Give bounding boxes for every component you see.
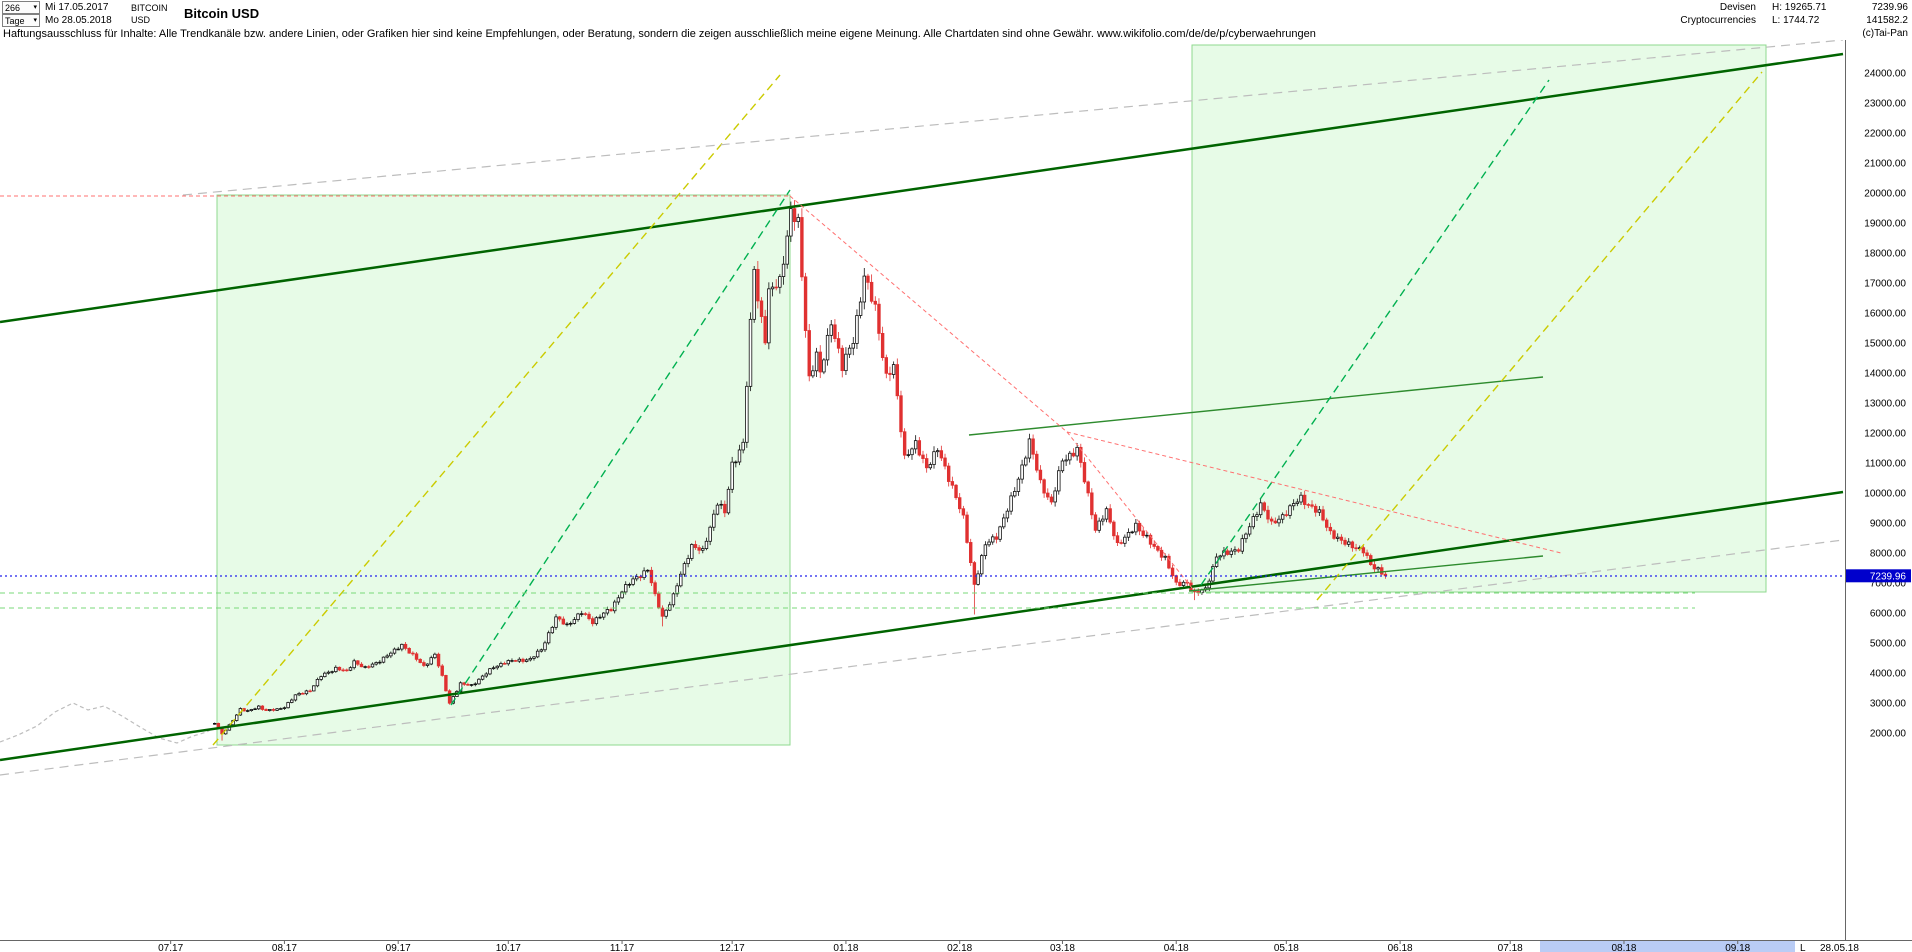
category-label: Devisen [1719, 2, 1756, 13]
current-price-badge [1846, 569, 1911, 583]
bars-count-dropdown[interactable]: 266 ▾ [2, 1, 40, 14]
last-price-value: 7239.96 [1871, 2, 1908, 13]
downtrend-from-peak [789, 195, 1068, 433]
gray-upper-trend [182, 40, 1844, 196]
last-bar-date: 28.05.18 [1820, 943, 1859, 952]
candles-layer [212, 200, 1388, 741]
y-axis-label: 19000.00 [1864, 219, 1906, 230]
y-axis-label: 22000.00 [1864, 129, 1906, 140]
y-axis-label: 16000.00 [1864, 309, 1906, 320]
timeframe-value: Tage [5, 15, 25, 26]
rally-projection-2018 [1200, 79, 1550, 586]
y-axis-label: 21000.00 [1864, 159, 1906, 170]
trend-lines [0, 40, 1844, 776]
last-bar-marker: L [1800, 943, 1806, 952]
y-axis-label: 4000.00 [1870, 669, 1907, 680]
y-axis-label: 10000.00 [1864, 489, 1906, 500]
chart-title: Bitcoin USD [184, 6, 260, 21]
x-axis-label: 07.17 [158, 943, 183, 952]
chevron-down-icon: ▾ [33, 17, 37, 24]
symbol-name: BITCOIN [131, 3, 168, 13]
y-axis-label: 13000.00 [1864, 399, 1906, 410]
x-axis-label: 09.17 [386, 943, 411, 952]
x-axis-highlight-band[interactable] [1540, 941, 1795, 952]
subcategory-label: Cryptocurrencies [1680, 15, 1756, 26]
x-axis-label: 12.17 [720, 943, 745, 952]
y-axis-label: 5000.00 [1870, 639, 1907, 650]
x-axis-label: 06.18 [1388, 943, 1413, 952]
y-axis-label: 24000.00 [1864, 69, 1906, 80]
copyright-label: (c)Tai-Pan [1862, 28, 1908, 39]
timeframe-dropdown[interactable]: Tage ▾ [2, 14, 40, 27]
yellow-projection-2018 [1316, 71, 1763, 601]
x-axis-label: 09.18 [1725, 943, 1750, 952]
period-low-value: L: 1744.72 [1772, 15, 1820, 26]
y-axis-label: 17000.00 [1864, 279, 1906, 290]
x-axis-label: 11.17 [610, 943, 635, 952]
symbol-currency: USD [131, 15, 151, 25]
y-axis-label: 9000.00 [1870, 519, 1907, 530]
y-axis-label: 11000.00 [1865, 459, 1906, 470]
current-price-badge-value: 7239.96 [1870, 571, 1907, 582]
y-axis-label: 3000.00 [1870, 699, 1907, 710]
y-axis-label: 12000.00 [1864, 429, 1906, 440]
disclaimer-text: Haftungsausschluss für Inhalte: Alle Tre… [3, 28, 1316, 40]
uptrend-box-2018 [1191, 44, 1767, 593]
period-high-value: H: 19265.71 [1772, 2, 1827, 13]
yellow-trendline-2017 [212, 74, 781, 746]
lower-channel [0, 490, 1844, 762]
bars-count-value: 266 [5, 2, 21, 13]
x-axis-label: 03.18 [1050, 943, 1075, 952]
y-axis-label: 8000.00 [1870, 549, 1907, 560]
axes: 24000.00 23000.00 22000.00 21000.00 20000.00… [0, 40, 1912, 952]
y-axis-label: 6000.00 [1870, 609, 1907, 620]
minor-support [1188, 555, 1544, 592]
trend-regions [216, 44, 1767, 746]
rally-trendline-2017 [450, 189, 791, 706]
x-axis-label: 04.18 [1164, 943, 1189, 952]
chevron-down-icon: ▾ [33, 4, 37, 11]
start-date: Mi 17.05.2017 [45, 2, 109, 13]
mid-resistance [968, 376, 1544, 436]
y-axis-label: 20000.00 [1864, 189, 1906, 200]
end-date: Mo 28.05.2018 [45, 15, 112, 26]
y-axis-label: 15000.00 [1864, 339, 1906, 350]
pre-period-price-line [0, 702, 214, 744]
x-axis-label: 08.18 [1611, 943, 1636, 952]
x-axis-label: 10.17 [496, 943, 521, 952]
price-chart[interactable]: 24000.00 23000.00 22000.00 21000.00 20000.00… [0, 40, 1912, 952]
disclaimer-bar: Haftungsausschluss für Inhalte: Alle Tre… [0, 28, 1912, 40]
downtrend-resistance [1066, 431, 1562, 554]
x-axis-label: 02.18 [947, 943, 972, 952]
toolbar: 266 ▾ Tage ▾ Mi 17.05.2017 Mo 28.05.2018… [0, 0, 1912, 28]
x-axis-label: 01.18 [833, 943, 858, 952]
uptrend-box-2017 [216, 194, 791, 746]
y-axis-label: 18000.00 [1864, 249, 1906, 260]
gray-lower-trend [0, 539, 1844, 776]
y-axis-label: 7000.00 [1870, 579, 1907, 590]
volume-value: 141582.2 [1866, 15, 1908, 26]
y-axis-label: 23000.00 [1864, 99, 1906, 110]
y-axis-label: 14000.00 [1864, 369, 1906, 380]
x-axis-label: 08.17 [272, 943, 297, 952]
y-axis-label: 2000.00 [1870, 729, 1907, 740]
march-decline-line [1066, 431, 1193, 589]
x-axis-label: 05.18 [1274, 943, 1299, 952]
x-axis-label: 07.18 [1498, 943, 1523, 952]
